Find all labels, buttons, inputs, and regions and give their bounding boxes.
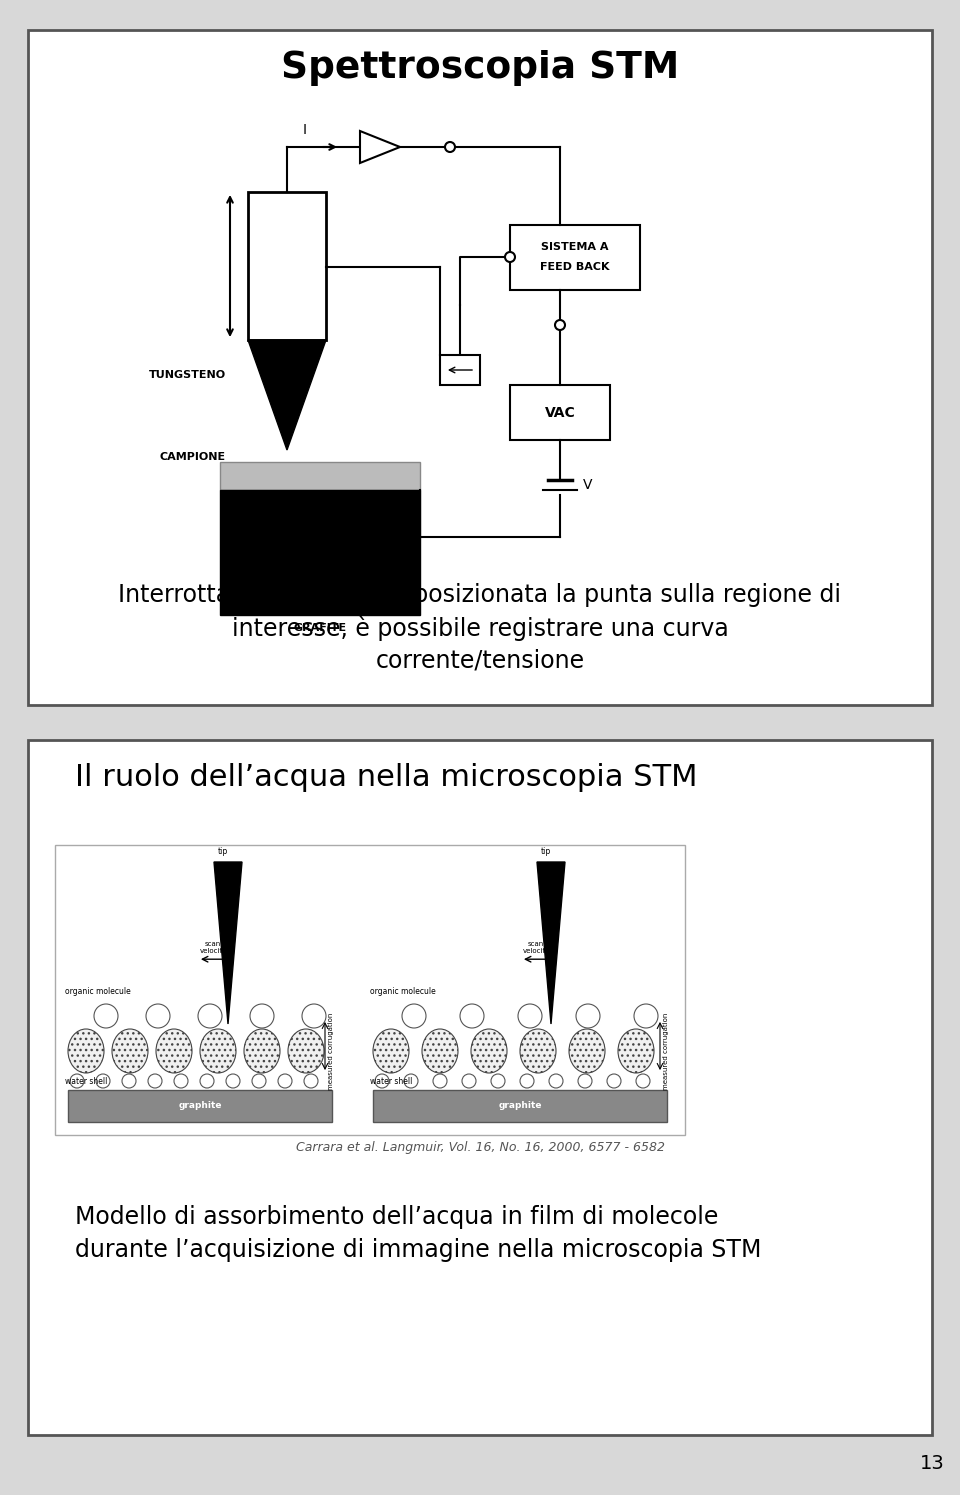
Polygon shape (248, 339, 326, 450)
Polygon shape (360, 132, 400, 163)
Circle shape (636, 1073, 650, 1088)
Text: V: V (583, 478, 592, 492)
Text: TUNGSTENO: TUNGSTENO (149, 369, 226, 380)
Circle shape (549, 1073, 563, 1088)
Circle shape (200, 1073, 214, 1088)
Circle shape (607, 1073, 621, 1088)
Text: FEED BACK: FEED BACK (540, 262, 610, 272)
Text: water shell: water shell (65, 1076, 108, 1085)
Circle shape (278, 1073, 292, 1088)
Ellipse shape (112, 1029, 148, 1073)
Text: organic molecule: organic molecule (65, 987, 131, 996)
Bar (55, 845, 685, 1135)
Circle shape (252, 1073, 266, 1088)
Text: Interrotta la scansione e posizionata la punta sulla regione di: Interrotta la scansione e posizionata la… (118, 583, 842, 607)
Bar (28, 740, 932, 1435)
Text: measured corrugation: measured corrugation (328, 1012, 334, 1090)
Circle shape (70, 1073, 84, 1088)
Ellipse shape (576, 1005, 600, 1029)
Polygon shape (214, 863, 242, 1024)
Circle shape (226, 1073, 240, 1088)
Text: corrente/tensione: corrente/tensione (375, 649, 585, 673)
Ellipse shape (634, 1005, 658, 1029)
Ellipse shape (244, 1029, 280, 1073)
Circle shape (433, 1073, 447, 1088)
Text: Il ruolo dell’acqua nella microscopia STM: Il ruolo dell’acqua nella microscopia ST… (75, 762, 698, 791)
Text: Spettroscopia STM: Spettroscopia STM (281, 49, 679, 87)
Circle shape (174, 1073, 188, 1088)
Text: VAC: VAC (544, 407, 575, 420)
Circle shape (304, 1073, 318, 1088)
Circle shape (122, 1073, 136, 1088)
Ellipse shape (373, 1029, 409, 1073)
Text: organic molecule: organic molecule (370, 987, 436, 996)
Ellipse shape (402, 1005, 426, 1029)
Ellipse shape (520, 1029, 556, 1073)
Bar (510, 386, 610, 440)
Circle shape (462, 1073, 476, 1088)
Circle shape (520, 1073, 534, 1088)
Bar (220, 462, 420, 490)
Text: GRAFITE: GRAFITE (294, 623, 347, 632)
Ellipse shape (618, 1029, 654, 1073)
Bar (220, 490, 420, 614)
Bar (28, 30, 932, 706)
Circle shape (96, 1073, 110, 1088)
Circle shape (578, 1073, 592, 1088)
Circle shape (375, 1073, 389, 1088)
Circle shape (505, 253, 515, 262)
Text: scan
velocity: scan velocity (200, 942, 227, 954)
Text: 13: 13 (921, 1455, 945, 1473)
Ellipse shape (198, 1005, 222, 1029)
Text: Modello di assorbimento dell’acqua in film di molecole: Modello di assorbimento dell’acqua in fi… (75, 1205, 718, 1229)
Text: CAMPIONE: CAMPIONE (160, 451, 226, 462)
Ellipse shape (518, 1005, 542, 1029)
Bar (440, 354, 480, 386)
Text: Carrara et al. Langmuir, Vol. 16, No. 16, 2000, 6577 - 6582: Carrara et al. Langmuir, Vol. 16, No. 16… (296, 1141, 664, 1154)
Text: graphite: graphite (498, 1102, 541, 1111)
Circle shape (404, 1073, 418, 1088)
Ellipse shape (200, 1029, 236, 1073)
Ellipse shape (302, 1005, 326, 1029)
Circle shape (491, 1073, 505, 1088)
Bar (510, 226, 640, 290)
Text: I: I (303, 123, 307, 138)
Ellipse shape (156, 1029, 192, 1073)
Text: SISTEMA A: SISTEMA A (541, 242, 609, 253)
Text: scan
velocity: scan velocity (522, 942, 550, 954)
Text: interesse, è possibile registrare una curva: interesse, è possibile registrare una cu… (231, 616, 729, 641)
Text: water shell: water shell (370, 1076, 413, 1085)
Circle shape (555, 320, 565, 330)
Bar (68, 1090, 332, 1123)
Text: tip: tip (218, 848, 228, 857)
Circle shape (148, 1073, 162, 1088)
Bar (373, 1090, 667, 1123)
Polygon shape (537, 863, 565, 1024)
Ellipse shape (569, 1029, 605, 1073)
Ellipse shape (288, 1029, 324, 1073)
Text: measured corrugation: measured corrugation (663, 1012, 669, 1090)
Text: tip: tip (540, 848, 551, 857)
Ellipse shape (471, 1029, 507, 1073)
Ellipse shape (94, 1005, 118, 1029)
Ellipse shape (250, 1005, 274, 1029)
Bar (248, 191, 326, 339)
Ellipse shape (146, 1005, 170, 1029)
Ellipse shape (422, 1029, 458, 1073)
Ellipse shape (68, 1029, 104, 1073)
Ellipse shape (460, 1005, 484, 1029)
Text: graphite: graphite (179, 1102, 222, 1111)
Text: durante l’acquisizione di immagine nella microscopia STM: durante l’acquisizione di immagine nella… (75, 1238, 761, 1262)
Circle shape (445, 142, 455, 152)
